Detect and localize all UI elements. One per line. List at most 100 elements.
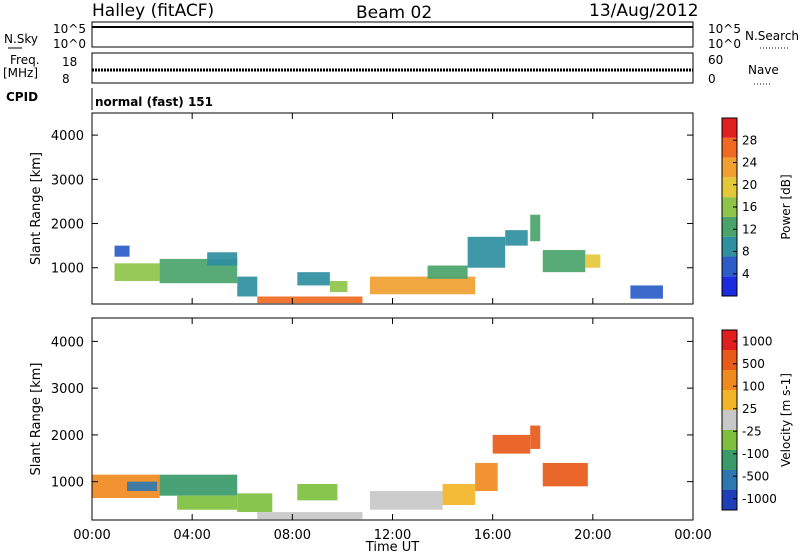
- power-colorbar-segment-5: [722, 177, 737, 198]
- velocity-colorbar-frame: [721, 329, 738, 511]
- velocity-xtick-label-0: 00:00: [73, 528, 110, 543]
- power-region-9: [427, 265, 468, 279]
- freq-tick-top: 18: [62, 55, 77, 69]
- power-colorbar-segment-2: [722, 236, 737, 257]
- date-title: 13/Aug/2012: [589, 1, 699, 21]
- power-colorbar-tick-label-1: 8: [742, 245, 750, 259]
- velocity-xtick-label-6: 00:00: [674, 528, 711, 543]
- nsky-tick-top: 10^5: [53, 22, 86, 36]
- power-ylabel: Slant Range [km]: [29, 152, 44, 265]
- power-region-12: [530, 214, 541, 242]
- velocity-ytick-label-0: 1000: [51, 476, 84, 491]
- velocity-region-11: [542, 462, 588, 487]
- velocity-colorbar-tick-label-7: -1000: [742, 492, 777, 506]
- velocity-colorbar-segment-3: [722, 430, 737, 450]
- velocity-colorbar-segment-7: [722, 350, 737, 370]
- velocity-ytick-label-2: 3000: [51, 382, 84, 397]
- velocity-region-9: [492, 434, 531, 454]
- power-region-1: [114, 245, 130, 257]
- power-region-13: [542, 250, 586, 273]
- velocity-colorbar-segment-8: [722, 330, 737, 350]
- power-colorbar-label: Power [dB]: [779, 174, 793, 239]
- power-colorbar-segment-0: [722, 276, 737, 296]
- freq-label-line2: [MHz]: [3, 66, 38, 80]
- nsky-label: N.Sky: [4, 32, 38, 46]
- velocity-colorbar-segment-0: [722, 490, 737, 510]
- velocity-xtick-label-1: 04:00: [173, 528, 210, 543]
- power-region-7: [329, 281, 348, 293]
- nsearch-tick-bottom: 10^0: [708, 37, 741, 51]
- velocity-colorbar-tick-label-2: 100: [742, 379, 765, 393]
- power-region-0: [114, 263, 160, 282]
- velocity-colorbar-segment-5: [722, 390, 737, 410]
- velocity-region-7: [442, 483, 476, 506]
- velocity-colorbar-label: Velocity [m s-1]: [779, 373, 793, 467]
- velocity-region-4: [257, 512, 363, 520]
- velocity-region-12: [127, 481, 158, 492]
- power-colorbar-tick-label-5: 24: [742, 156, 757, 170]
- nsky-tick-bottom: 10^0: [53, 37, 86, 51]
- power-chart: 1000 2000 3000 4000 Slant Range [km] 4 8 12 16 20…: [29, 112, 793, 305]
- velocity-xtick-label-5: 20:00: [574, 528, 611, 543]
- velocity-colorbar-segment-6: [722, 370, 737, 390]
- power-region-4: [237, 276, 258, 297]
- velocity-region-1: [159, 474, 238, 496]
- cpid-label: CPID: [6, 90, 38, 104]
- velocity-xtick-label-2: 08:00: [274, 528, 311, 543]
- velocity-colorbar-tick-label-1: 500: [742, 357, 765, 371]
- nave-label: Nave: [748, 63, 779, 77]
- velocity-colorbar-tick-label-4: -25: [742, 424, 762, 438]
- power-colorbar-tick-label-4: 20: [742, 178, 757, 192]
- power-colorbar-segment-6: [722, 157, 737, 178]
- power-region-6: [297, 272, 330, 286]
- power-colorbar-tick-label-2: 12: [742, 222, 757, 236]
- power-region-8: [369, 276, 476, 295]
- velocity-colorbar-tick-label-6: -500: [742, 469, 769, 483]
- power-region-14: [585, 254, 601, 268]
- velocity-region-10: [530, 425, 541, 449]
- power-ytick-label-3: 4000: [51, 129, 84, 144]
- power-region-15: [630, 285, 663, 299]
- velocity-chart: 1000 2000 3000 4000 00:00 04:00 08:00 12:00 16:0…: [29, 317, 793, 554]
- power-colorbar-segment-8: [722, 118, 737, 138]
- power-colorbar-tick-label-6: 28: [742, 133, 757, 147]
- freq-label-line1: Freq.: [10, 53, 40, 67]
- velocity-colorbar-tick-label-3: 25: [742, 402, 757, 416]
- velocity-region-2: [177, 495, 238, 510]
- beam-title: Beam 02: [356, 3, 432, 23]
- nsky-panel: [91, 21, 694, 48]
- site-title: Halley (fitACF): [92, 1, 214, 21]
- power-region-11: [505, 230, 528, 246]
- velocity-ytick-label-1: 2000: [51, 429, 84, 444]
- nsearch-label: N.Search: [745, 29, 799, 43]
- power-colorbar-tick-label-3: 16: [742, 200, 757, 214]
- velocity-region-6: [369, 491, 443, 510]
- velocity-colorbar-tick-label-5: -100: [742, 447, 769, 461]
- power-colorbar-segment-7: [722, 137, 737, 158]
- power-region-5: [257, 296, 363, 304]
- freq-tick-bottom: 8: [62, 72, 70, 86]
- power-ytick-label-0: 1000: [51, 262, 84, 277]
- mode-text: normal (fast) 151: [95, 95, 213, 109]
- power-region-3: [207, 252, 238, 266]
- velocity-ytick-label-3: 4000: [51, 335, 84, 350]
- velocity-colorbar-tick-label-0: 1000: [742, 334, 773, 348]
- velocity-region-3: [237, 493, 273, 513]
- power-colorbar-segment-4: [722, 197, 737, 217]
- power-region-10: [467, 236, 506, 268]
- velocity-xtick-label-4: 16:00: [474, 528, 511, 543]
- nsearch-tick-top: 10^5: [708, 22, 741, 36]
- power-colorbar-segment-3: [722, 216, 737, 237]
- velocity-ylabel: Slant Range [km]: [29, 363, 44, 476]
- velocity-region-5: [297, 483, 338, 501]
- freq-panel: [91, 52, 694, 84]
- nave-tick-top: 60: [708, 53, 723, 67]
- velocity-xlabel: Time UT: [365, 540, 419, 554]
- nave-tick-bottom: 0: [708, 72, 716, 86]
- velocity-region-0: [92, 474, 160, 499]
- velocity-colorbar-segment-2: [722, 450, 737, 470]
- power-colorbar-segment-1: [722, 256, 737, 277]
- velocity-colorbar-segment-1: [722, 470, 737, 490]
- velocity-region-8: [475, 462, 498, 492]
